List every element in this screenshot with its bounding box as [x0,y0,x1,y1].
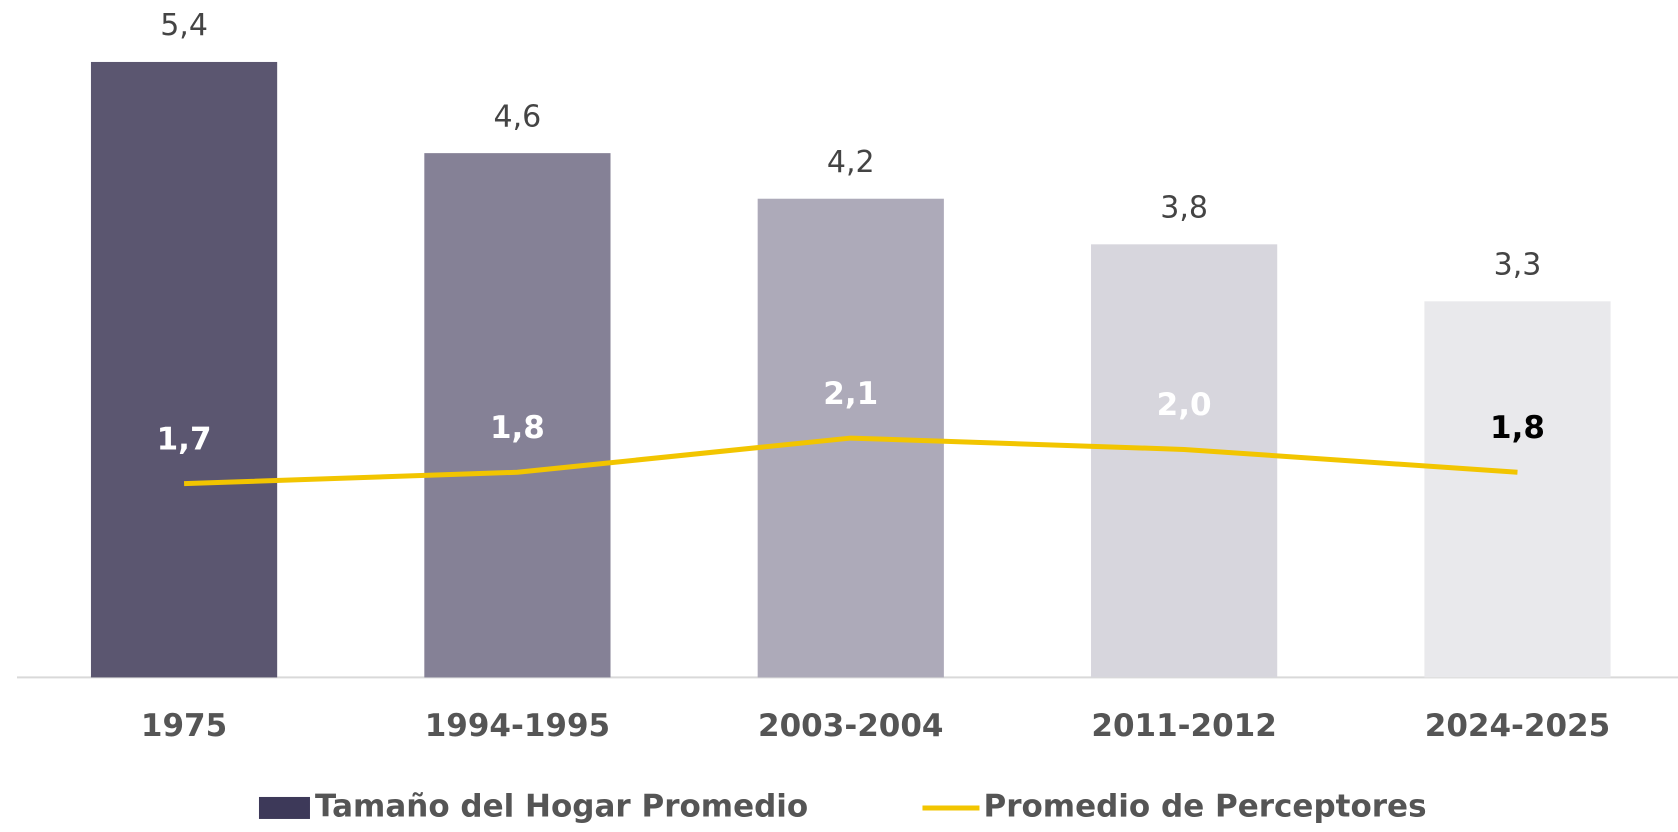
x-tick-label: 1994-1995 [425,708,610,744]
line-value-label: 2,1 [823,376,878,412]
bar-value-label: 3,3 [1494,247,1542,282]
line [183,435,1518,487]
x-tick-label: 1975 [141,708,227,744]
bar [1424,301,1611,678]
legend-swatch [258,796,310,819]
bar [90,61,278,678]
bar [1091,244,1278,678]
bar-value-label: 3,8 [1160,191,1208,226]
x-tick-label: 2003-2004 [758,708,943,744]
bar [424,153,611,678]
x-tick-label: 2024-2025 [1425,708,1610,744]
bar-value-label: 4,2 [827,145,875,180]
bar-value-label: 4,6 [494,99,542,134]
line-value-label: 1,8 [490,410,545,446]
x-tick-label: 2011-2012 [1091,708,1276,744]
line-value-label: 1,7 [157,421,212,457]
legend-label: Tamaño del Hogar Promedio [315,788,808,824]
line-value-label: 2,0 [1157,387,1212,423]
legend-label: Promedio de Perceptores [983,788,1426,824]
bar-value-label: 5,4 [160,8,208,43]
line-value-label: 1,8 [1490,410,1545,446]
